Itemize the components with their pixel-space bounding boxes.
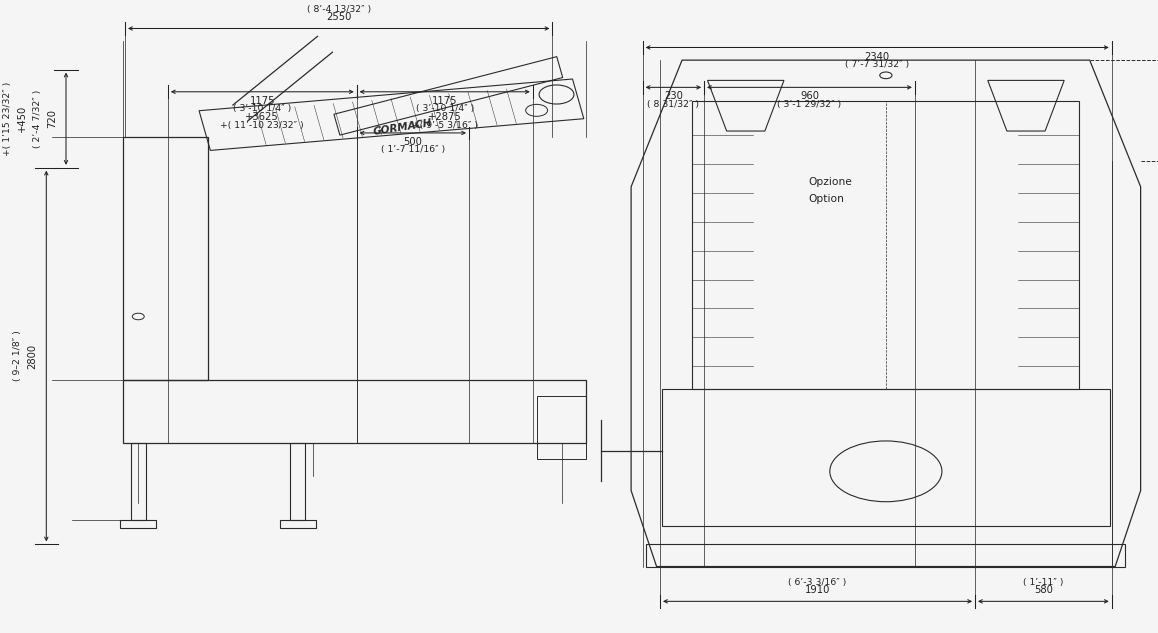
Text: 960: 960: [800, 91, 819, 101]
Bar: [124, 137, 208, 380]
Text: ( 1’-7 11/16″ ): ( 1’-7 11/16″ ): [381, 145, 445, 154]
Text: +( 11’-10 23/32″ ): +( 11’-10 23/32″ ): [220, 120, 305, 130]
Text: ( 8 31/32″ ): ( 8 31/32″ ): [647, 99, 699, 109]
Text: +3625: +3625: [245, 113, 279, 122]
Text: +450: +450: [17, 105, 27, 132]
Text: 2550: 2550: [327, 12, 351, 22]
Bar: [646, 544, 1126, 567]
Bar: [131, 443, 146, 520]
Text: 2800: 2800: [28, 344, 37, 368]
Text: ( 9–2 1/8″ ): ( 9–2 1/8″ ): [13, 330, 22, 382]
Text: ( 8’-4 13/32″ ): ( 8’-4 13/32″ ): [307, 4, 371, 14]
Text: +2875: +2875: [427, 113, 462, 122]
Bar: [120, 520, 156, 528]
Text: +( 1’15 23/32″ ): +( 1’15 23/32″ ): [2, 82, 12, 156]
Text: ( 1’-11″ ): ( 1’-11″ ): [1024, 577, 1063, 587]
Text: Opzione: Opzione: [808, 177, 852, 187]
Bar: [661, 389, 1111, 526]
Text: +( 9’-5 3/16″ ): +( 9’-5 3/16″ ): [412, 120, 477, 130]
Text: Option: Option: [808, 194, 844, 204]
Text: 500: 500: [403, 137, 423, 147]
Bar: [291, 443, 305, 520]
Bar: [692, 101, 1079, 389]
Bar: [124, 380, 586, 443]
Bar: [280, 520, 315, 528]
Text: 1175: 1175: [432, 96, 457, 106]
Text: ( 3’-1 29/32″ ): ( 3’-1 29/32″ ): [777, 99, 842, 109]
Text: 2340: 2340: [865, 51, 889, 61]
Text: ( 2’-4 7/32″ ): ( 2’-4 7/32″ ): [32, 89, 42, 148]
Bar: [536, 396, 586, 459]
Text: 1175: 1175: [249, 96, 276, 106]
Text: ( 6’-3 3/16″ ): ( 6’-3 3/16″ ): [789, 577, 846, 587]
Text: ( 7’-7 31/32″ ): ( 7’-7 31/32″ ): [845, 60, 909, 69]
Text: ( 3’-10 1/4″ ): ( 3’-10 1/4″ ): [416, 104, 474, 113]
Text: 230: 230: [664, 91, 683, 101]
Text: 1910: 1910: [805, 585, 830, 595]
Text: 580: 580: [1034, 585, 1053, 595]
Text: 720: 720: [47, 109, 57, 128]
Text: ( 3’-10 1/4″ ): ( 3’-10 1/4″ ): [233, 104, 292, 113]
Text: GORMACH: GORMACH: [372, 118, 432, 137]
